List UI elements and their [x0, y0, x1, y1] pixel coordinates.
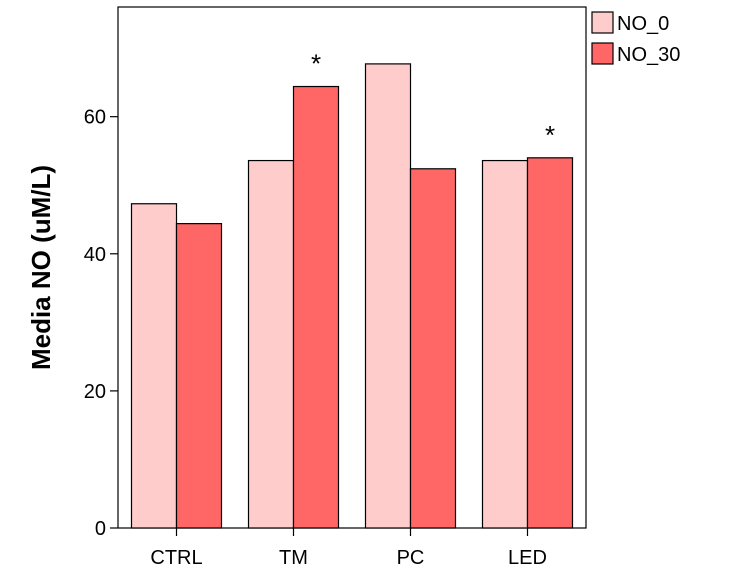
annotations-group: **	[311, 49, 555, 150]
bar-no-0-tm	[247, 159, 295, 529]
y-axis: 0 20 40 60	[84, 107, 118, 540]
x-tick-label: CTRL	[150, 547, 202, 569]
significance-marker: *	[545, 120, 555, 150]
bar-no-0-led	[481, 159, 529, 529]
y-tick-label: 20	[84, 381, 106, 403]
bar-no-30-tm	[292, 85, 340, 529]
bar-no-30-ctrl	[175, 223, 223, 529]
bar-no-30-led	[526, 157, 574, 529]
y-tick-label: 0	[95, 518, 106, 540]
bar-no-0-ctrl	[130, 203, 178, 529]
y-tick-label: 40	[84, 244, 106, 266]
x-tick-label: TM	[279, 547, 308, 569]
legend-label: NO_30	[617, 44, 680, 66]
x-tick-label: PC	[397, 547, 425, 569]
plot-area	[117, 6, 587, 529]
legend-swatch-no-0	[591, 11, 614, 34]
x-axis: CTRL TM PC LED	[150, 528, 547, 569]
significance-marker: *	[311, 49, 321, 79]
bar-no-30-pc	[409, 168, 457, 529]
legend: NO_0 NO_30	[591, 11, 680, 66]
x-tick-label: LED	[508, 547, 547, 569]
plot-frame	[117, 6, 587, 529]
bars-group	[130, 63, 574, 529]
y-tick-label: 60	[84, 107, 106, 129]
legend-label: NO_0	[617, 13, 669, 35]
bar-no-0-pc	[364, 63, 412, 529]
y-axis-label: Media NO (uM/L)	[26, 165, 56, 370]
legend-swatch-no-30	[591, 42, 614, 65]
